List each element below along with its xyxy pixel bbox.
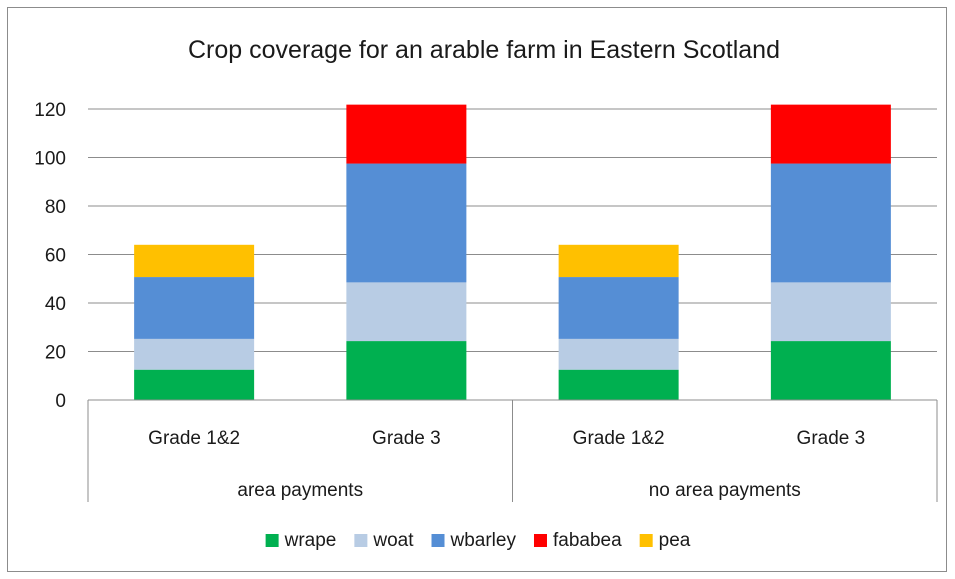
- bar-segment-wrape: [558, 369, 679, 400]
- legend-swatch-wbarley: [431, 534, 445, 547]
- bar-segment-woat: [346, 282, 467, 342]
- bar-segment-wrape: [770, 341, 891, 400]
- bar-segment-woat: [134, 338, 255, 370]
- legend-swatch-woat: [354, 534, 368, 547]
- y-tick-label: 0: [55, 391, 66, 412]
- bar-segment-wbarley: [558, 277, 679, 339]
- y-tick-label: 120: [34, 100, 66, 121]
- x-category-label: Grade 3: [797, 428, 866, 449]
- bar-segment-wrape: [346, 341, 467, 400]
- legend-swatch-pea: [639, 534, 653, 547]
- x-category-label: Grade 1&2: [148, 428, 240, 449]
- chart-title: Crop coverage for an arable farm in East…: [188, 36, 780, 64]
- bar-segment-fababea: [346, 104, 467, 164]
- bars: [134, 104, 891, 400]
- legend-label: woat: [372, 530, 414, 551]
- x-axis: Grade 1&2 Grade 3 area payments Grade 1&2 Gr…: [87, 399, 938, 502]
- x-category-label: Grade 3: [372, 428, 441, 449]
- x-group-label: area payments: [237, 480, 363, 501]
- legend-swatch-fababea: [533, 534, 547, 547]
- bar-segment-woat: [558, 338, 679, 370]
- legend: wrape woat wbarley fababea pea: [265, 530, 691, 551]
- bar-segment-wbarley: [770, 163, 891, 283]
- bar-segment-wbarley: [346, 163, 467, 283]
- y-tick-label: 60: [45, 246, 66, 267]
- legend-swatch-wrape: [265, 534, 279, 547]
- bar-segment-wrape: [134, 369, 255, 400]
- legend-label: wbarley: [450, 530, 517, 551]
- bar-segment-pea: [134, 244, 255, 278]
- x-category-label: Grade 1&2: [573, 428, 665, 449]
- x-group-label: no area payments: [649, 480, 801, 501]
- y-tick-label: 80: [45, 197, 66, 218]
- y-tick-label: 40: [45, 294, 66, 315]
- bar-segment-fababea: [770, 104, 891, 164]
- bar-segment-wbarley: [134, 277, 255, 339]
- legend-label: fababea: [553, 530, 622, 551]
- y-axis-ticks: 0 20 40 60 80 100 120: [34, 100, 66, 412]
- y-tick-label: 100: [34, 149, 66, 170]
- y-tick-label: 20: [45, 343, 66, 364]
- bar-segment-woat: [770, 282, 891, 342]
- bar-segment-pea: [558, 244, 679, 278]
- legend-label: wrape: [284, 530, 337, 551]
- legend-label: pea: [659, 530, 691, 551]
